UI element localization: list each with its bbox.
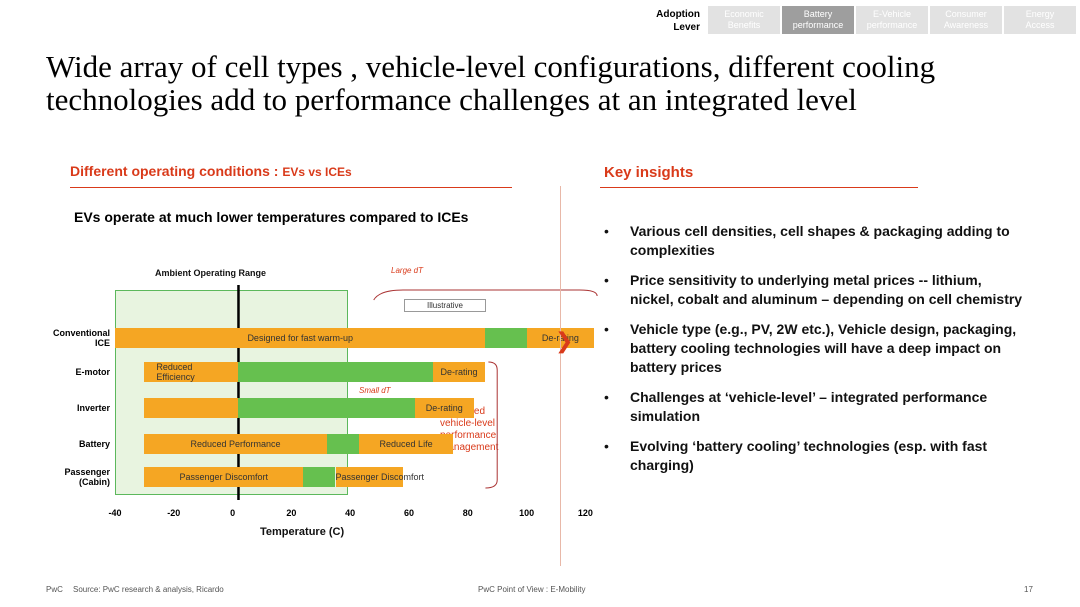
bar-segment-label: Designed for fast warm-up: [247, 333, 353, 343]
bar-segment: [144, 434, 327, 454]
bar-segment: [238, 362, 433, 382]
section-divider: [560, 186, 561, 566]
bar-segment-label: Reduced Efficiency: [156, 362, 195, 382]
illustrative-badge: Illustrative: [404, 299, 486, 312]
x-tick-label: 80: [462, 508, 473, 518]
bar-segment-label: Reduced Performance: [190, 439, 281, 449]
x-tick-label: 120: [577, 508, 593, 518]
row-label: Battery: [78, 439, 110, 449]
bar-segment: [326, 434, 359, 454]
bar-segment: [485, 328, 527, 348]
insight-item: Vehicle type (e.g., PV, 2W etc.), Vehicl…: [604, 320, 1024, 377]
x-tick-label: 40: [345, 508, 356, 518]
x-tick-label: -40: [108, 508, 122, 518]
insight-item: Price sensitivity to underlying metal pr…: [604, 271, 1024, 309]
bar-segment: [414, 398, 474, 418]
left-heading-rule: [70, 187, 512, 188]
nav-tab-0[interactable]: Economic Benefits: [708, 6, 780, 34]
footer-source: Source: PwC research & analysis, Ricardo: [73, 585, 224, 594]
page-title: Wide array of cell types , vehicle-level…: [46, 49, 936, 117]
footer-brand: PwC: [46, 585, 63, 594]
x-tick-label: 100: [519, 508, 535, 518]
nav-tab-4[interactable]: Energy Access: [1004, 6, 1076, 34]
bar-segment: [303, 467, 336, 487]
bar-segment-label: Passenger Discomfort: [179, 472, 269, 482]
page-number: 17: [1024, 585, 1033, 594]
x-tick-label: -20: [167, 508, 181, 518]
x-tick-label: 60: [403, 508, 414, 518]
bar-segment: [359, 434, 454, 454]
key-insights-rule: [600, 187, 918, 188]
left-heading-main: Different operating conditions :: [70, 163, 283, 179]
ambient-range-area: [115, 290, 349, 495]
x-tick-label: 0: [230, 508, 236, 518]
bar-segment-label: Reduced Life: [379, 439, 433, 449]
insight-item: Evolving ‘battery cooling’ technologies …: [604, 437, 1024, 475]
x-tick-label: 20: [286, 508, 297, 518]
key-insights-heading: Key insights: [604, 164, 694, 181]
row-label: Passenger (Cabin): [64, 467, 110, 487]
row-label: Conventional ICE: [52, 328, 110, 348]
footer-center: PwC Point of View : E-Mobility: [478, 585, 586, 594]
bar-segment: [432, 362, 486, 382]
x-axis-label: Temperature (C): [260, 526, 345, 538]
insight-item: Challenges at ‘vehicle-level’ – integrat…: [604, 388, 1024, 426]
chart-subtitle: EVs operate at much lower temperatures c…: [74, 209, 469, 225]
bar-segment-label: De-rating: [440, 367, 478, 377]
bar-segment: [144, 362, 239, 382]
adoption-lever-label: Adoption Lever: [656, 9, 700, 33]
large-dt-label: Large dT: [391, 266, 424, 275]
bar-segment-label: Passenger Discomfort: [335, 472, 425, 482]
nav-tab-1[interactable]: Battery performance: [782, 6, 854, 34]
row-label: Inverter: [76, 403, 110, 413]
bar-segment: [144, 467, 304, 487]
nav-tab-3[interactable]: Consumer Awareness: [930, 6, 1002, 34]
bar-segment: [335, 467, 404, 487]
left-section-heading: Different operating conditions : EVs vs …: [70, 163, 352, 179]
left-heading-small: EVs vs ICEs: [282, 165, 352, 179]
nav-tab-2[interactable]: E-Vehicle performance: [856, 6, 928, 34]
bar-segment: [144, 398, 239, 418]
bar-segment: [115, 328, 486, 348]
ambient-range-label: Ambient Operating Range: [155, 268, 267, 278]
bar-segment: [238, 398, 415, 418]
insight-item: Various cell densities, cell shapes & pa…: [604, 222, 1024, 260]
chevron-right-icon: ❯: [555, 328, 574, 353]
bar-segment-label: De-rating: [425, 403, 463, 413]
small-dt-label: Small dT: [359, 386, 391, 395]
key-insights-list: Various cell densities, cell shapes & pa…: [604, 222, 1024, 486]
row-label: E-motor: [75, 367, 111, 377]
